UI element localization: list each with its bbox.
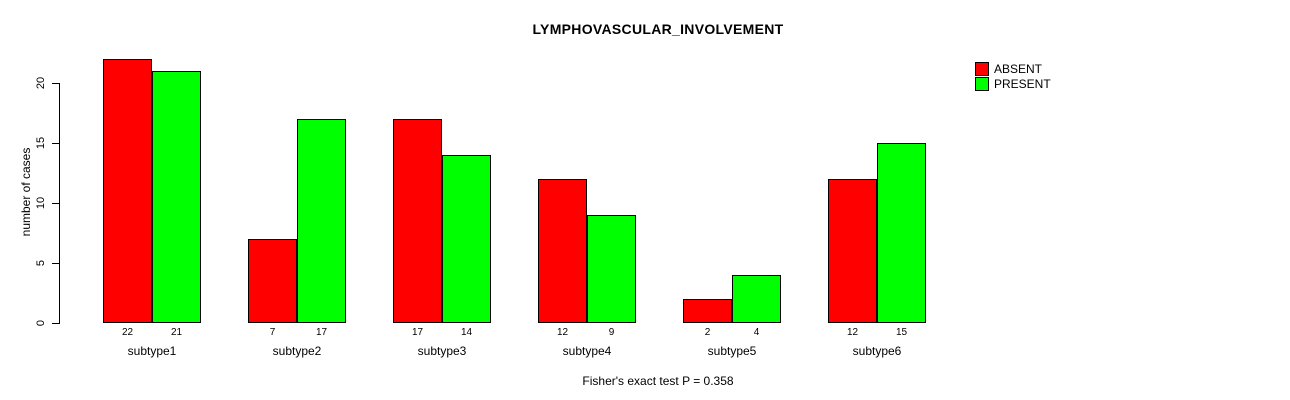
bar-value-label-present-subtype2: 17 <box>315 327 328 338</box>
y-tick-label: 20 <box>35 76 47 90</box>
y-axis <box>59 83 60 324</box>
bar-present-subtype2 <box>297 119 346 323</box>
bar-absent-subtype4 <box>538 179 587 323</box>
y-tick <box>52 323 59 324</box>
bar-present-subtype4 <box>587 215 636 323</box>
y-tick <box>52 143 59 144</box>
y-tick-label: 15 <box>35 136 47 150</box>
category-label-subtype2: subtype2 <box>272 344 322 358</box>
chart-title: LYMPHOVASCULAR_INVOLVEMENT <box>532 21 784 37</box>
bar-absent-subtype3 <box>393 119 442 323</box>
y-tick-label: 0 <box>35 319 47 327</box>
bar-absent-subtype5 <box>683 299 732 323</box>
present-color-swatch <box>975 76 989 91</box>
absent-color-swatch <box>975 61 989 76</box>
category-label-subtype1: subtype1 <box>127 344 177 358</box>
footer-note: Fisher's exact test P = 0.358 <box>582 374 734 388</box>
bar-value-label-absent-subtype6: 12 <box>846 327 859 338</box>
bar-value-label-present-subtype4: 9 <box>608 327 615 338</box>
y-axis-label: number of cases <box>19 147 33 237</box>
y-tick-label: 5 <box>35 259 47 267</box>
y-tick-label: 10 <box>35 196 47 210</box>
y-tick <box>52 263 59 264</box>
bar-present-subtype3 <box>442 155 491 323</box>
category-label-subtype6: subtype6 <box>852 344 902 358</box>
y-tick <box>52 83 59 84</box>
category-label-subtype3: subtype3 <box>417 344 467 358</box>
legend-label-present: PRESENT <box>994 76 1051 91</box>
bar-value-label-present-subtype1: 21 <box>170 327 183 338</box>
category-label-subtype5: subtype5 <box>707 344 757 358</box>
bar-value-label-present-subtype5: 4 <box>753 327 760 338</box>
bar-absent-subtype2 <box>248 239 297 323</box>
bar-absent-subtype1 <box>103 59 152 323</box>
bar-value-label-absent-subtype2: 7 <box>269 327 276 338</box>
bar-absent-subtype6 <box>828 179 877 323</box>
bar-present-subtype5 <box>732 275 781 323</box>
legend-label-absent: ABSENT <box>994 61 1043 76</box>
bar-present-subtype1 <box>152 71 201 323</box>
bar-present-subtype6 <box>877 143 926 323</box>
bar-value-label-present-subtype3: 14 <box>460 327 473 338</box>
bar-value-label-absent-subtype3: 17 <box>411 327 424 338</box>
bar-value-label-absent-subtype1: 22 <box>121 327 134 338</box>
legend-item-present: PRESENT <box>975 76 1051 91</box>
bar-value-label-absent-subtype4: 12 <box>556 327 569 338</box>
y-tick <box>52 203 59 204</box>
bar-value-label-absent-subtype5: 2 <box>704 327 711 338</box>
legend-item-absent: ABSENT <box>975 61 1051 76</box>
category-label-subtype4: subtype4 <box>562 344 612 358</box>
legend: ABSENT PRESENT <box>975 61 1051 91</box>
bar-value-label-present-subtype6: 15 <box>895 327 908 338</box>
